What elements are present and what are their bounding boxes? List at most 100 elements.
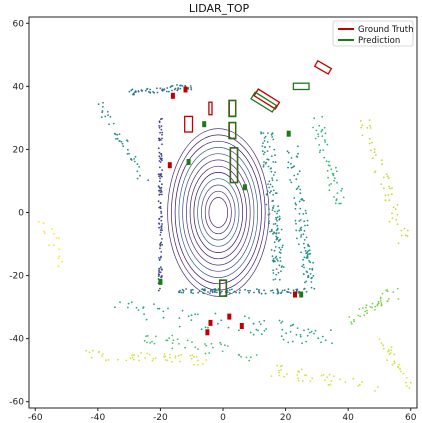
lidar-point (271, 136, 274, 138)
lidar-point (157, 200, 160, 203)
ground-truth-box (208, 101, 213, 116)
lidar-point (294, 219, 297, 222)
lidar-point (178, 342, 180, 345)
lidar-point (272, 205, 275, 207)
lidar-point (180, 353, 183, 356)
lidar-point (204, 289, 206, 292)
lidar-point (299, 192, 302, 195)
lidar-point (159, 207, 162, 210)
lidar-point (197, 348, 200, 350)
lidar-point (278, 278, 281, 281)
lidar-point (125, 359, 128, 362)
lidar-point (317, 135, 320, 138)
lidar-point (303, 220, 306, 223)
lidar-point (300, 229, 303, 232)
lidar-point (171, 89, 173, 92)
lidar-point (163, 353, 166, 355)
lidar-point (37, 220, 40, 223)
lidar-point (387, 300, 389, 302)
lidar-point (309, 273, 312, 275)
lidar-point (272, 193, 275, 196)
lidar-point (159, 187, 162, 190)
lidar-point (371, 157, 374, 160)
lidar-point (127, 306, 129, 309)
lidar-point (51, 228, 53, 230)
lidar-point (137, 90, 140, 92)
lidar-point (299, 219, 302, 221)
lidar-point (280, 228, 283, 231)
lidar-point (365, 304, 368, 307)
lidar-point (161, 143, 163, 146)
lidar-point (269, 183, 272, 186)
lidar-point (42, 222, 45, 225)
lidar-point (266, 150, 269, 153)
lidar-ring (171, 134, 266, 291)
lidar-point (102, 353, 104, 355)
lidar-point (328, 189, 331, 192)
lidar-point (389, 187, 391, 190)
lidar-point (393, 362, 396, 365)
x-tick-label: 20 (280, 413, 292, 423)
lidar-point (303, 266, 305, 269)
ground-truth-marker (208, 319, 213, 326)
lidar-point (158, 175, 161, 178)
lidar-ring (186, 159, 251, 266)
lidar-point (159, 131, 162, 134)
lidar-point (271, 179, 274, 182)
lidar-point (160, 125, 163, 128)
lidar-point (308, 249, 311, 252)
lidar-point (276, 220, 278, 222)
lidar-point (357, 385, 360, 387)
lidar-point (112, 122, 115, 125)
lidar-point (176, 89, 179, 92)
lidar-point (272, 272, 275, 274)
lidar-point (197, 363, 200, 366)
lidar-point (169, 86, 172, 88)
lidar-point (320, 374, 323, 377)
lidar-point (258, 321, 261, 323)
lidar-ring (193, 172, 244, 253)
lidar-point (303, 256, 306, 259)
lidar-point (286, 291, 289, 293)
lidar-point (304, 209, 307, 212)
lidar-point (107, 114, 109, 116)
lidar-point (182, 291, 185, 294)
lidar-point (281, 289, 284, 292)
lidar-point (321, 135, 324, 138)
lidar-point (260, 132, 263, 135)
lidar-point (262, 164, 265, 166)
lidar-point (157, 289, 160, 292)
lidar-point (161, 183, 163, 186)
lidar-point (373, 171, 376, 174)
lidar-point (52, 232, 55, 235)
lidar-point (327, 176, 329, 179)
lidar-point (392, 291, 395, 293)
lidar-point (127, 302, 130, 305)
lidar-point (261, 150, 264, 153)
lidar-point (191, 288, 194, 291)
lidar-ring (204, 190, 232, 235)
lidar-point (391, 212, 393, 215)
lidar-point (292, 166, 294, 169)
lidar-point (213, 290, 216, 293)
lidar-point (292, 340, 294, 343)
lidar-point (231, 288, 233, 291)
lidar-point (237, 353, 240, 356)
lidar-point (247, 289, 250, 292)
lidar-point (139, 174, 141, 177)
lidar-point (306, 224, 309, 227)
lidar-point (158, 151, 161, 154)
lidar-point (148, 353, 151, 356)
lidar-point (297, 377, 300, 380)
lidar-point (394, 208, 397, 210)
lidar-point (311, 377, 314, 380)
lidar-point (307, 328, 310, 331)
lidar-point (362, 307, 364, 309)
lidar-point (271, 259, 274, 262)
lidar-point (159, 243, 162, 246)
lidar-point (55, 237, 58, 239)
lidar-point (302, 263, 305, 266)
lidar-point (158, 155, 161, 158)
lidar-point (371, 141, 373, 144)
lidar-point (210, 342, 213, 345)
